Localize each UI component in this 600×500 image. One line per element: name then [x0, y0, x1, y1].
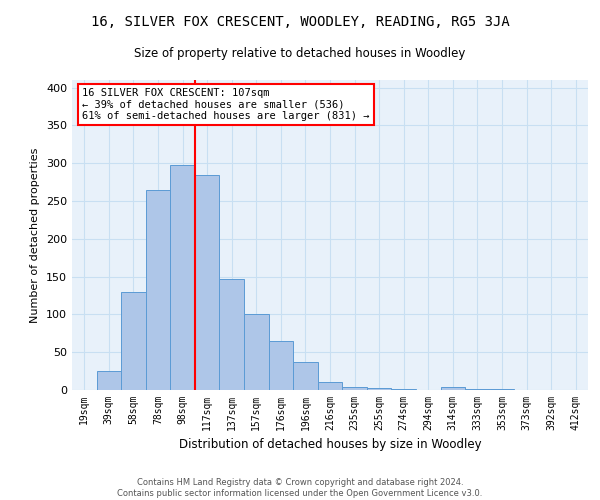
Text: Size of property relative to detached houses in Woodley: Size of property relative to detached ho…: [134, 48, 466, 60]
Bar: [146, 190, 170, 390]
Bar: [318, 382, 342, 390]
Bar: [342, 387, 367, 390]
Bar: [244, 314, 269, 390]
Bar: [293, 362, 318, 390]
Bar: [367, 388, 391, 390]
Bar: [465, 389, 490, 390]
Y-axis label: Number of detached properties: Number of detached properties: [31, 148, 40, 322]
Bar: [170, 164, 195, 390]
Bar: [269, 341, 293, 390]
Text: 16 SILVER FOX CRESCENT: 107sqm
← 39% of detached houses are smaller (536)
61% of: 16 SILVER FOX CRESCENT: 107sqm ← 39% of …: [82, 88, 370, 121]
X-axis label: Distribution of detached houses by size in Woodley: Distribution of detached houses by size …: [179, 438, 481, 452]
Text: 16, SILVER FOX CRESCENT, WOODLEY, READING, RG5 3JA: 16, SILVER FOX CRESCENT, WOODLEY, READIN…: [91, 15, 509, 29]
Bar: [440, 387, 465, 390]
Bar: [391, 389, 416, 390]
Text: Contains HM Land Registry data © Crown copyright and database right 2024.
Contai: Contains HM Land Registry data © Crown c…: [118, 478, 482, 498]
Bar: [97, 371, 121, 390]
Bar: [121, 292, 146, 390]
Bar: [195, 174, 220, 390]
Bar: [220, 279, 244, 390]
Bar: [490, 389, 514, 390]
